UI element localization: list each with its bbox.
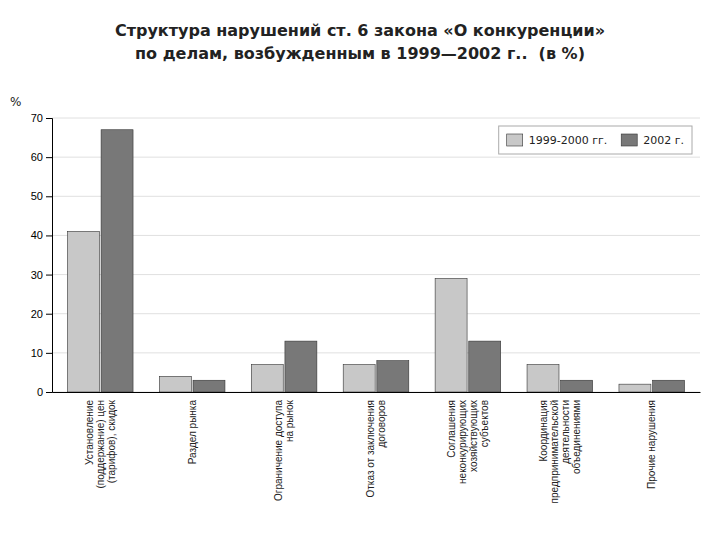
y-tick-mark xyxy=(46,118,52,119)
x-tick: Отказ от заключениядоговоров xyxy=(365,400,387,498)
legend-swatch xyxy=(507,134,523,146)
x-tick-label: Установление(поддержание) цен(тарифов), … xyxy=(84,399,117,488)
x-axis-line xyxy=(53,392,701,393)
y-tick: 50 xyxy=(31,190,52,202)
y-tick-label: 60 xyxy=(31,151,43,163)
y-tick: 70 xyxy=(31,112,52,124)
grid-line xyxy=(52,196,700,197)
bar xyxy=(285,341,317,392)
bar xyxy=(377,361,409,392)
grid-line xyxy=(52,235,700,236)
grid-line xyxy=(52,392,700,393)
y-tick: 20 xyxy=(31,308,52,320)
x-tick-label: Прочие нарушения xyxy=(646,400,657,489)
legend: 1999-2000 гг. 2002 г. xyxy=(499,126,692,154)
y-tick-mark xyxy=(46,157,52,158)
x-tick: Раздел рынка xyxy=(187,400,198,465)
y-tick-mark xyxy=(46,392,52,393)
grid-line xyxy=(52,274,700,275)
grid xyxy=(52,118,700,392)
y-tick-mark xyxy=(46,235,52,236)
bar xyxy=(435,278,467,392)
y-tick-label: 10 xyxy=(31,347,43,359)
legend-label: 1999-2000 гг. xyxy=(529,134,608,147)
grid-line xyxy=(52,118,700,119)
bar xyxy=(561,380,593,392)
y-label: % xyxy=(10,95,21,109)
y-tick: 40 xyxy=(31,229,52,241)
y-tick-label: 0 xyxy=(37,386,43,398)
y-tick-label: 40 xyxy=(31,229,43,241)
x-tick: Соглашениянеконкурирующиххозяйствующихсу… xyxy=(446,400,490,484)
bar xyxy=(343,365,375,392)
x-tick: Ограничение доступана рынок xyxy=(273,399,295,501)
bar xyxy=(159,376,191,392)
legend-swatch xyxy=(621,134,637,146)
y-tick-label: 70 xyxy=(31,112,43,124)
y-tick-label: 30 xyxy=(31,269,43,281)
x-tick-label: Ограничение доступана рынок xyxy=(273,399,295,501)
title: Структура нарушений ст. 6 закона «О конк… xyxy=(115,21,605,63)
grid-line xyxy=(52,352,700,353)
y-axis: 0 10 20 30 40 50 60 70 xyxy=(31,112,53,398)
bar xyxy=(469,341,501,392)
y-tick-mark xyxy=(46,196,52,197)
series xyxy=(67,232,650,392)
y-tick: 0 xyxy=(37,386,52,398)
x-tick-label: Раздел рынка xyxy=(187,400,198,465)
y-tick: 10 xyxy=(31,347,52,359)
y-tick: 60 xyxy=(31,151,52,163)
x-tick-label: Отказ от заключениядоговоров xyxy=(365,400,387,498)
x-tick: Установление(поддержание) цен(тарифов), … xyxy=(84,399,117,488)
y-tick-mark xyxy=(46,275,52,276)
x-tick-label: Соглашениянеконкурирующиххозяйствующихсу… xyxy=(446,400,490,484)
x-tick: Прочие нарушения xyxy=(646,400,657,489)
bar xyxy=(653,380,685,392)
bar xyxy=(193,380,225,392)
y-tick-label: 20 xyxy=(31,308,43,320)
plot: 0 10 20 30 40 50 60 70% Установление(поддержание… xyxy=(10,95,701,503)
bar xyxy=(619,384,651,392)
chart: Структура нарушений ст. 6 закона «О конк… xyxy=(0,0,720,540)
bar xyxy=(251,365,283,392)
legend-label: 2002 г. xyxy=(643,134,684,147)
bar xyxy=(101,130,133,392)
grid-line xyxy=(52,313,700,314)
bar xyxy=(527,365,559,392)
bars xyxy=(67,130,684,392)
bar xyxy=(67,232,99,392)
y-tick-label: 50 xyxy=(31,190,43,202)
legend-item: 1999-2000 гг. xyxy=(507,134,608,147)
series xyxy=(101,130,684,392)
x-tick-label: Координацияпредпринимательскойдеятельнос… xyxy=(538,400,582,503)
y-axis-line xyxy=(46,119,53,393)
y-tick: 30 xyxy=(31,269,52,281)
legend-item: 2002 г. xyxy=(621,134,684,147)
x-tick: Координацияпредпринимательскойдеятельнос… xyxy=(538,400,582,503)
y-tick-mark xyxy=(46,314,52,315)
grid-line xyxy=(52,157,700,158)
legend-box xyxy=(499,126,692,154)
y-tick-mark xyxy=(46,353,52,354)
x-axis: Установление(поддержание) цен(тарифов), … xyxy=(53,393,701,504)
